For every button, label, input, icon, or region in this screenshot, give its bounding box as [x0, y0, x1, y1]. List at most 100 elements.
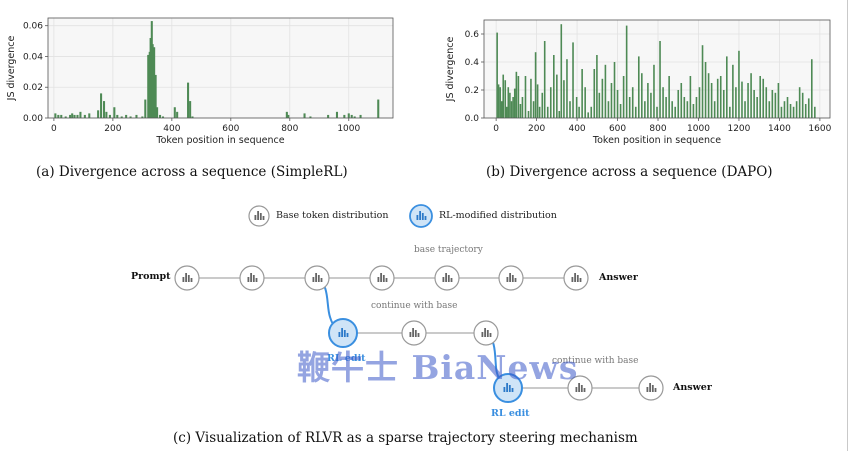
bar — [534, 52, 537, 119]
bar — [88, 113, 91, 118]
y-axis-label: JS divergence — [6, 36, 17, 102]
bar — [100, 93, 103, 118]
y-axis-label: JS divergence — [445, 37, 456, 103]
bar — [713, 101, 716, 118]
bar — [631, 87, 634, 118]
bar — [161, 116, 165, 118]
bar — [54, 113, 57, 118]
bar — [285, 111, 288, 118]
caption-c: (c) Visualization of RLVR as a sparse tr… — [173, 430, 638, 446]
bar — [543, 41, 546, 118]
bar — [113, 107, 116, 118]
bar — [765, 87, 768, 118]
bar — [501, 101, 503, 118]
bar — [541, 92, 544, 118]
bar — [613, 62, 616, 118]
panel-border — [847, 0, 848, 451]
bar — [83, 114, 86, 118]
bar — [64, 116, 67, 118]
diagram-c — [174, 204, 664, 403]
bar — [707, 73, 710, 118]
bar — [593, 69, 596, 118]
bar — [756, 97, 758, 118]
bar — [601, 78, 604, 118]
y-tick-label: 0.6 — [465, 30, 480, 40]
bar — [677, 90, 680, 118]
bar — [553, 55, 555, 118]
x-tick-label: 800 — [281, 124, 298, 134]
bar — [598, 92, 601, 118]
bar — [97, 110, 100, 118]
bar — [695, 97, 698, 118]
watermark: 鞭牛士 BiaNews — [297, 348, 579, 387]
bar — [558, 111, 561, 118]
bar — [71, 113, 74, 118]
bar — [303, 113, 306, 118]
bar — [187, 82, 190, 118]
bar — [569, 101, 571, 118]
bar — [151, 44, 154, 118]
bar — [335, 111, 339, 118]
base-node — [434, 265, 460, 291]
bar — [512, 97, 514, 118]
bar — [689, 76, 692, 118]
y-tick-label: 0.06 — [23, 22, 43, 32]
continue-with-base-label: continue with base — [371, 301, 458, 311]
bar — [57, 114, 60, 118]
base-node — [174, 265, 200, 291]
bar — [530, 78, 532, 118]
bar — [147, 54, 150, 118]
y-tick-label: 0.02 — [23, 83, 43, 93]
x-tick-label: 200 — [104, 124, 121, 134]
bar — [572, 42, 574, 118]
bar — [701, 45, 704, 119]
bar — [719, 76, 722, 118]
bar — [710, 83, 713, 118]
x-tick-label: 800 — [649, 124, 666, 134]
bar — [125, 114, 128, 118]
bar — [159, 114, 162, 118]
bar — [327, 114, 330, 118]
chart-b: 0 200 400 600 800 1000 1200 1400 1600 0.0 0.2 0.4 0.… — [445, 19, 832, 146]
bar — [744, 101, 746, 118]
bar — [549, 87, 552, 118]
bar — [625, 25, 628, 119]
bar — [732, 64, 734, 118]
bar — [129, 116, 132, 118]
bar — [656, 106, 658, 118]
prompt-label: Prompt — [131, 271, 171, 282]
bar — [783, 101, 786, 118]
bar — [647, 83, 649, 118]
rl-node — [493, 373, 523, 403]
y-tick-label: 0.0 — [465, 114, 480, 124]
base-node — [369, 265, 395, 291]
bar — [659, 41, 661, 118]
bar — [650, 92, 652, 118]
bar — [774, 92, 777, 118]
bar — [556, 74, 558, 118]
bar — [566, 59, 568, 118]
bar — [771, 90, 774, 118]
chart-a: 0 200 400 600 800 1000 0.00 0.02 0.04 0.06 Token p… — [6, 17, 394, 146]
caption-a: (a) Divergence across a sequence (Simple… — [36, 164, 348, 180]
bar — [135, 114, 138, 118]
bar — [120, 116, 123, 118]
bar — [141, 116, 144, 118]
bar — [496, 32, 498, 118]
x-tick-label: 400 — [568, 124, 585, 134]
bar — [497, 84, 500, 118]
x-tick-label: 200 — [528, 124, 545, 134]
bar — [563, 80, 565, 118]
bar — [644, 101, 646, 118]
bar — [343, 114, 346, 118]
caption-b: (b) Divergence across a sequence (DAPO) — [486, 164, 773, 180]
bar — [581, 69, 583, 118]
y-tick-label: 0.4 — [465, 58, 480, 68]
bar — [653, 64, 655, 118]
bar — [634, 106, 637, 118]
bar — [814, 106, 816, 118]
base-node — [239, 265, 265, 291]
base-node — [498, 265, 524, 291]
bar — [637, 56, 640, 118]
bar — [507, 87, 510, 118]
